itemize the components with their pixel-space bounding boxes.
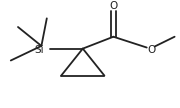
Text: O: O <box>147 45 155 55</box>
Text: Si: Si <box>35 45 44 55</box>
Text: O: O <box>109 2 118 11</box>
